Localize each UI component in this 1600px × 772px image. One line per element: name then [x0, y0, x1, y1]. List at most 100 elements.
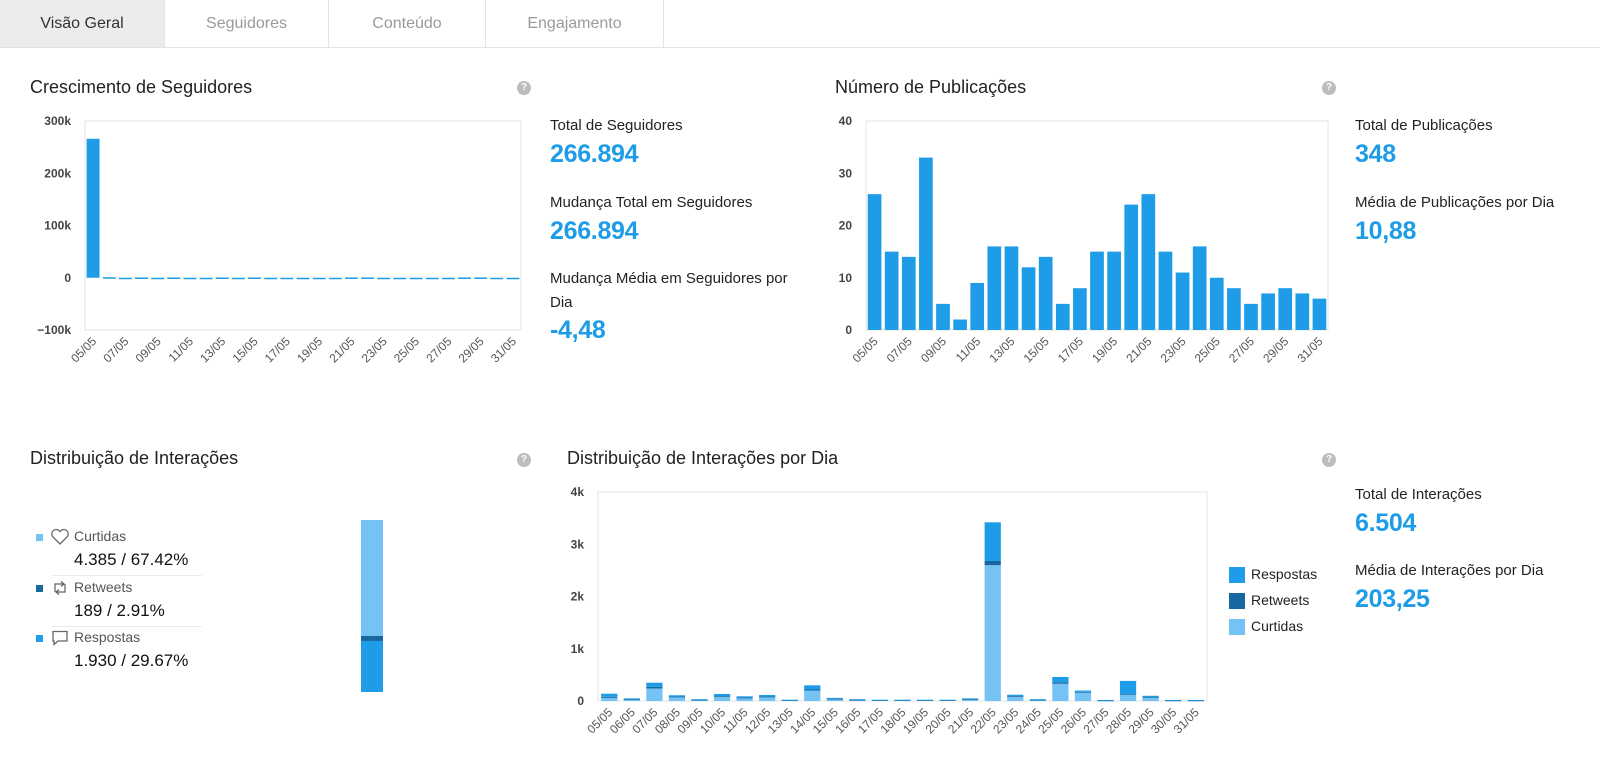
- bar-respostas: [713, 693, 731, 697]
- bar: [248, 277, 262, 279]
- bar-retweets: [1142, 697, 1159, 698]
- total-followers-value: 266.894: [550, 140, 639, 168]
- tab-conteudo[interactable]: Conteúdo: [329, 0, 486, 47]
- bar-respostas: [1165, 699, 1182, 701]
- tab-visao-geral[interactable]: Visão Geral: [0, 0, 165, 47]
- bar: [199, 277, 213, 280]
- bar: [919, 157, 933, 330]
- x-tick-label: 13/05: [197, 334, 228, 365]
- bar: [1107, 251, 1121, 330]
- x-tick-label: 11/05: [166, 334, 197, 365]
- curtidas-color-dot: [36, 534, 43, 541]
- distribution-segment-retweets: [361, 635, 383, 641]
- heart-icon: [51, 528, 69, 545]
- bar: [1055, 303, 1070, 330]
- bar: [1227, 288, 1241, 330]
- x-tick-label: 25/05: [1192, 334, 1223, 365]
- bar-retweets: [601, 696, 618, 698]
- bar: [1312, 298, 1327, 330]
- bar-curtidas: [1119, 694, 1137, 701]
- bar-retweets: [668, 696, 686, 698]
- bar: [183, 277, 197, 280]
- bar: [1004, 246, 1019, 330]
- bar: [1158, 251, 1173, 330]
- bar-respostas: [916, 699, 934, 701]
- bar: [970, 282, 985, 330]
- legend-respostas[interactable]: Respostas: [1229, 566, 1317, 584]
- avg-follower-change-value: -4,48: [550, 316, 606, 344]
- y-tick-label: 1k: [571, 642, 585, 656]
- legend-swatch: [1229, 593, 1245, 610]
- x-tick-label: 09/05: [918, 334, 949, 365]
- bar: [151, 277, 165, 280]
- curtidas-value: 4.385 / 67.42%: [74, 550, 189, 569]
- tab-bar: Visão Geral Seguidores Conteúdo Engajame…: [0, 0, 1600, 48]
- bar: [344, 277, 358, 279]
- curtidas-label: Curtidas: [74, 528, 127, 544]
- x-tick-label: 09/05: [133, 334, 164, 365]
- total-follower-change-value: 266.894: [550, 217, 639, 245]
- x-tick-label: 15/05: [230, 334, 261, 365]
- bar-retweets: [691, 699, 708, 701]
- bar: [474, 277, 488, 279]
- y-tick-label: 200k: [44, 166, 71, 180]
- bar: [953, 319, 967, 330]
- bar: [328, 277, 342, 280]
- speech-bubble-icon: [52, 630, 68, 646]
- bar-respostas: [871, 699, 889, 701]
- bar-retweets: [736, 697, 753, 699]
- tab-seguidores[interactable]: Seguidores: [165, 0, 329, 47]
- y-tick-label: 4k: [571, 485, 585, 499]
- bar-respostas: [1029, 699, 1046, 700]
- legend-swatch: [1229, 619, 1245, 636]
- bar-retweets: [984, 560, 1001, 566]
- distribution-help-icon[interactable]: ?: [517, 453, 531, 467]
- divider: [52, 626, 202, 627]
- bar-respostas: [1052, 676, 1069, 683]
- bar: [1175, 272, 1190, 330]
- x-tick-label: 21/05: [1123, 334, 1154, 365]
- bar-respostas: [646, 682, 663, 687]
- bar: [441, 277, 455, 280]
- legend-swatch: [1229, 567, 1245, 584]
- bar: [901, 256, 916, 330]
- x-tick-label: 31/05: [1294, 334, 1325, 365]
- bar-respostas: [623, 698, 640, 700]
- total-interactions-value: 6.504: [1355, 509, 1417, 537]
- bar: [936, 303, 950, 330]
- x-tick-label: 15/05: [1021, 334, 1052, 365]
- daily-interactions-chart: 4k3k2k1k005/0506/0507/0508/0509/0510/051…: [571, 485, 1208, 736]
- legend-retweets[interactable]: Retweets: [1229, 592, 1309, 610]
- divider: [52, 575, 202, 576]
- legend-curtidas[interactable]: Curtidas: [1229, 618, 1303, 636]
- bar: [361, 277, 375, 279]
- bar-retweets: [759, 696, 776, 698]
- avg-interactions-value: 203,25: [1355, 585, 1430, 613]
- bar-retweets: [962, 699, 979, 700]
- bar-retweets: [849, 699, 866, 701]
- bar: [506, 277, 520, 280]
- y-tick-label: 20: [839, 219, 853, 233]
- bar-curtidas: [623, 699, 640, 701]
- bar: [1141, 194, 1156, 330]
- bar: [86, 138, 100, 278]
- respostas-color-dot: [36, 635, 43, 642]
- x-tick-label: 07/05: [100, 334, 131, 365]
- avg-posts-value: 10,88: [1355, 217, 1417, 245]
- bar-curtidas: [668, 697, 686, 701]
- bar: [280, 277, 294, 280]
- x-tick-label: 29/05: [1260, 334, 1291, 365]
- daily-help-icon[interactable]: ?: [1322, 453, 1336, 467]
- x-tick-label: 21/05: [326, 334, 357, 365]
- posts-help-icon[interactable]: ?: [1322, 81, 1336, 95]
- bar-respostas: [691, 699, 708, 700]
- bar: [1073, 288, 1087, 330]
- avg-follower-change-label: Mudança Média em Seguidores por Dia: [550, 270, 788, 311]
- x-tick-label: 23/05: [359, 334, 390, 365]
- bar-respostas: [894, 699, 911, 701]
- plot-frame: [84, 120, 522, 331]
- bar-respostas: [668, 695, 686, 697]
- followers-help-icon[interactable]: ?: [517, 81, 531, 95]
- tab-engajamento[interactable]: Engajamento: [486, 0, 664, 47]
